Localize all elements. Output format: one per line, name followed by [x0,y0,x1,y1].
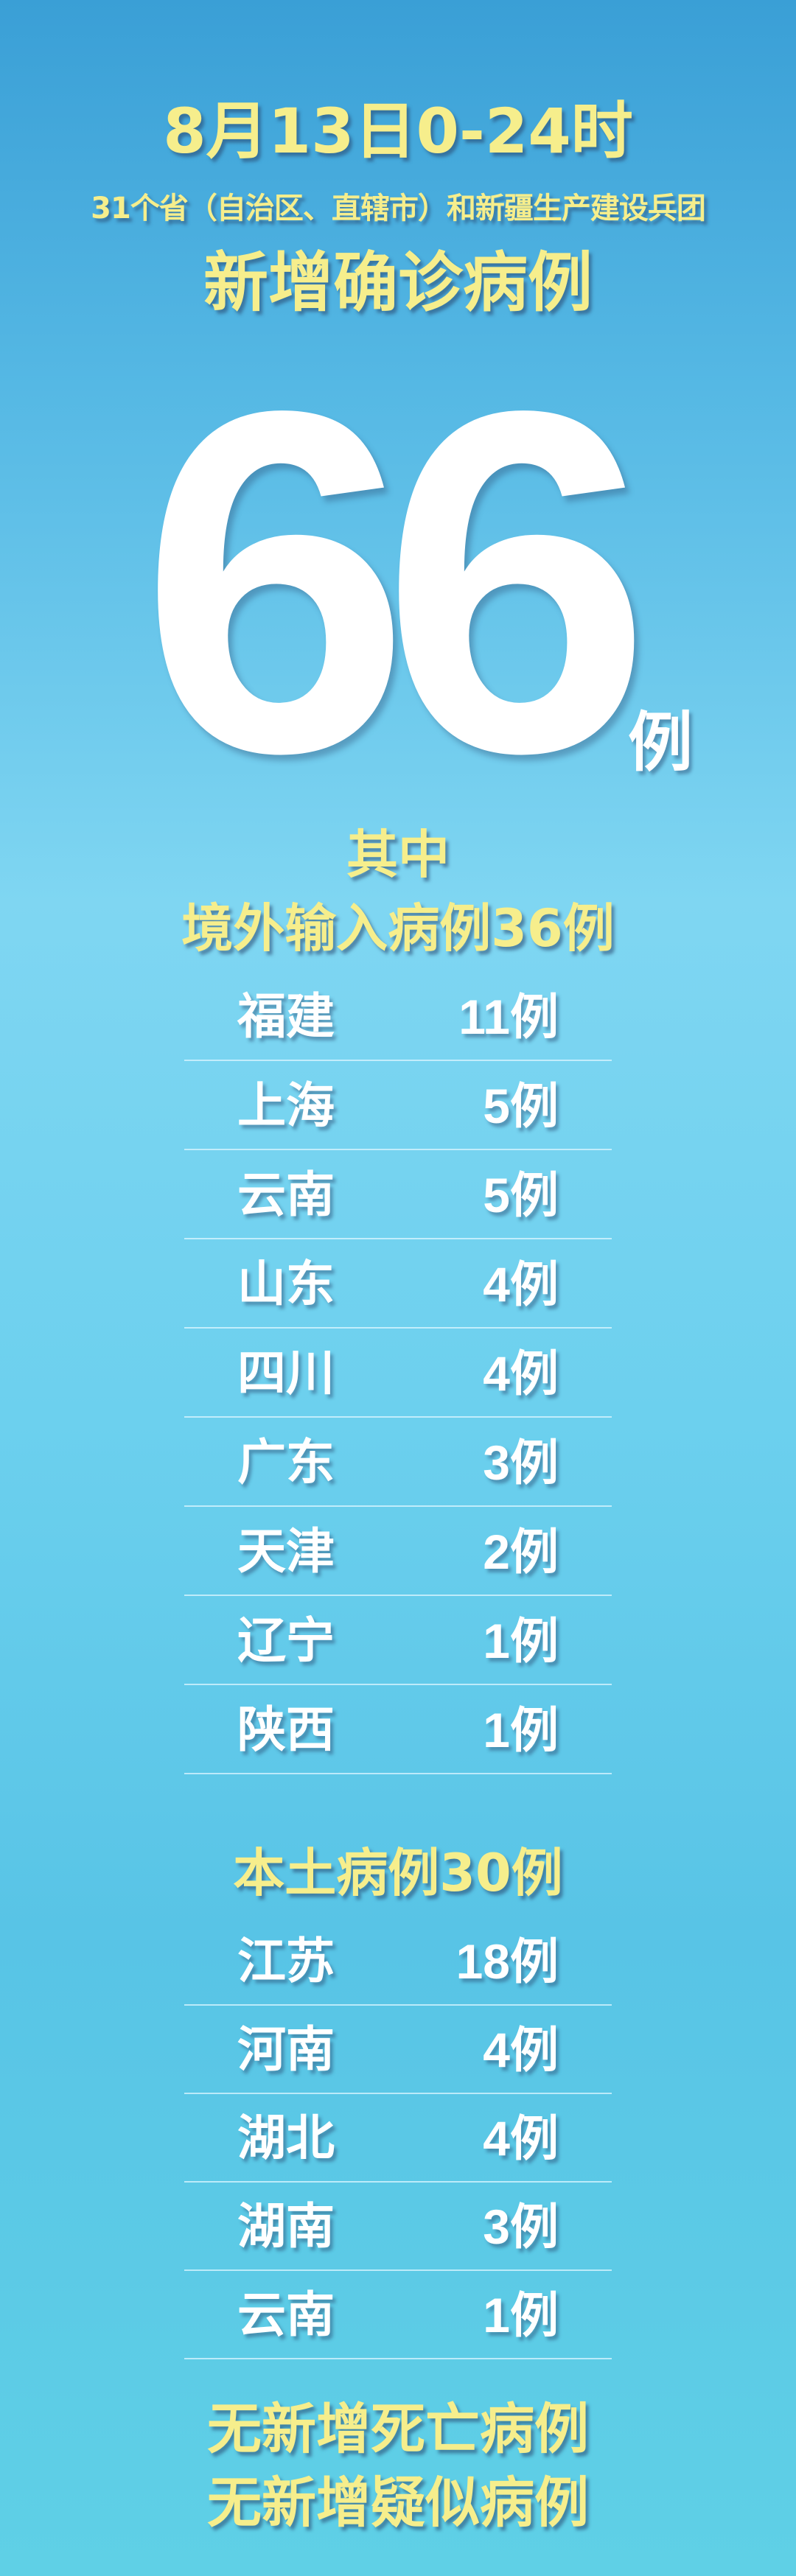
time-range-title: 8月13日0-24时 [163,95,633,167]
region-name: 陕西 [237,1701,335,1758]
region-name: 河南 [237,2021,335,2078]
headline: 新增确诊病例 [203,245,593,321]
list-item: 云南 5例 [184,1151,612,1239]
list-item: 河南 4例 [184,2006,612,2094]
total-count: 66 [140,310,652,853]
case-count: 18例 [455,1934,559,1989]
region-name: 上海 [237,1077,335,1134]
case-count: 3例 [483,2199,559,2254]
region-name: 山东 [237,1256,335,1312]
imported-title: 境外输入病例36例 [181,898,615,959]
case-count: 4例 [483,2023,559,2077]
imported-intro: 其中 [346,825,450,885]
region-name: 云南 [237,2286,335,2343]
case-count: 1例 [483,2288,559,2342]
local-title: 本土病例30例 [233,1843,563,1903]
list-item: 湖北 4例 [184,2094,612,2183]
case-count: 11例 [458,990,559,1044]
case-count: 4例 [483,1346,559,1401]
case-count: 4例 [483,1257,559,1312]
region-name: 四川 [237,1345,335,1401]
case-count: 5例 [483,1079,559,1133]
total-unit: 例 [628,704,694,780]
list-item: 天津 2例 [184,1508,612,1596]
region-name: 福建 [237,988,335,1045]
case-count: 1例 [483,1614,559,1668]
case-count: 1例 [483,1703,559,1757]
list-item: 山东 4例 [184,1240,612,1329]
no-deaths-note: 无新增死亡病例 [207,2398,589,2461]
list-item: 云南 1例 [184,2271,612,2359]
list-item: 辽宁 1例 [184,1597,612,1685]
list-item: 四川 4例 [184,1329,612,1418]
region-name: 江苏 [237,1933,335,1989]
region-name: 天津 [237,1523,335,1580]
list-item: 福建 11例 [184,973,612,1061]
case-count: 3例 [483,1435,559,1490]
no-suspected-note: 无新增疑似病例 [207,2471,589,2535]
region-name: 辽宁 [237,1612,335,1669]
list-item: 江苏 18例 [184,1917,612,2006]
region-name: 广东 [237,1434,335,1491]
list-item: 湖南 3例 [184,2183,612,2271]
list-item: 陕西 1例 [184,1686,612,1774]
list-item: 上海 5例 [184,1062,612,1150]
region-name: 湖南 [237,2198,335,2255]
case-count: 2例 [483,1525,559,1579]
region-name: 云南 [237,1166,335,1223]
scope-subtitle: 31个省（自治区、直辖市）和新疆生产建设兵团 [91,192,706,225]
region-name: 湖北 [237,2110,335,2166]
case-count: 4例 [483,2111,559,2166]
list-item: 广东 3例 [184,1418,612,1507]
case-count: 5例 [483,1168,559,1222]
